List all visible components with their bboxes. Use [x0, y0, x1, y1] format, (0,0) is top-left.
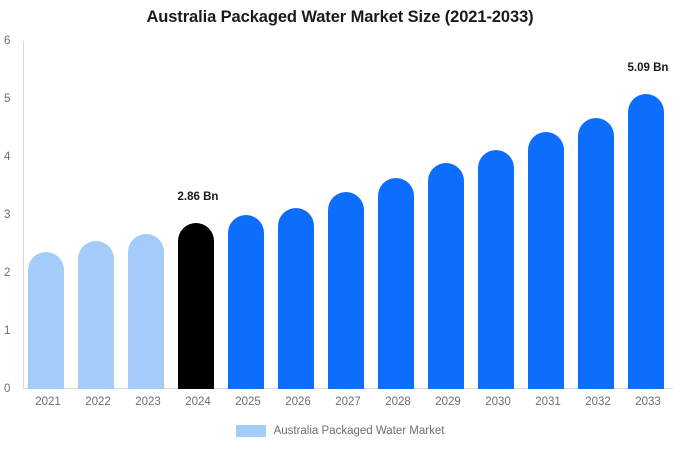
x-axis-ticks: 2021 2022 2023 2024 2025 2026 2027 2028 2029 2030… [23, 396, 673, 416]
x-axis-tick-label-2025: 2025 [235, 396, 261, 408]
y-axis-line [23, 41, 24, 389]
bar-slot [323, 41, 373, 389]
bar-slot [473, 41, 523, 389]
bar-slot [223, 41, 273, 389]
x-axis-tick-label-2027: 2027 [335, 396, 361, 408]
x-axis-tick-label-2022: 2022 [85, 396, 111, 408]
x-axis-tick-label-2023: 2023 [135, 396, 161, 408]
x-axis-tick-label-2030: 2030 [485, 396, 511, 408]
bar-2022[interactable] [78, 241, 114, 389]
bar-2029[interactable] [428, 162, 464, 389]
chart-legend: Australia Packaged Water Market [0, 425, 680, 437]
bar-value-label-2033: 5.09 Bn [627, 61, 669, 74]
x-axis-tick-label-2032: 2032 [585, 396, 611, 408]
bar-2033[interactable] [628, 93, 664, 389]
bar-2024[interactable] [178, 223, 214, 389]
bar-2025[interactable] [228, 215, 264, 389]
bar-slot: 5.09 Bn [623, 41, 673, 389]
bar-slot [523, 41, 573, 389]
x-axis-tick-label-2028: 2028 [385, 396, 411, 408]
legend-swatch [235, 425, 266, 437]
bar-slot [73, 41, 123, 389]
bar-slot [573, 41, 623, 389]
bar-2026[interactable] [278, 208, 314, 389]
bar-2032[interactable] [578, 118, 614, 389]
bar-2023[interactable] [128, 234, 164, 389]
bar-value-label-2024: 2.86 Bn [177, 191, 219, 204]
bar-slot [273, 41, 323, 389]
x-axis-tick-label-2024: 2024 [185, 396, 211, 408]
bar-slot: 2.86 Bn [173, 41, 223, 389]
y-axis-tick-label: 6 [4, 35, 11, 47]
bar-2021[interactable] [28, 252, 64, 389]
bar-slot [123, 41, 173, 389]
x-axis-tick-label-2031: 2031 [535, 396, 561, 408]
y-axis-tick-label: 2 [4, 267, 11, 279]
bar-2030[interactable] [478, 150, 514, 389]
chart-title: Australia Packaged Water Market Size (20… [146, 8, 534, 26]
bar-slot [373, 41, 423, 389]
x-axis-tick-label-2026: 2026 [285, 396, 311, 408]
x-axis-tick-label-2029: 2029 [435, 396, 461, 408]
x-axis-tick-label-2033: 2033 [635, 396, 661, 408]
bar-2031[interactable] [528, 132, 564, 389]
plot-area: 2.86 Bn 5.09 Bn [23, 41, 673, 389]
y-axis-tick-label: 1 [4, 325, 11, 337]
x-axis-tick-label-2021: 2021 [35, 396, 61, 408]
y-axis-tick-label: 0 [4, 383, 11, 395]
bar-2028[interactable] [378, 177, 414, 389]
bar-2027[interactable] [328, 191, 364, 389]
bar-slot [423, 41, 473, 389]
y-axis-tick-label: 5 [4, 93, 11, 105]
bar-slot [23, 41, 73, 389]
legend-label[interactable]: Australia Packaged Water Market [273, 425, 445, 437]
y-axis-tick-label: 4 [4, 151, 11, 163]
y-axis-tick-label: 3 [4, 209, 11, 221]
bars-layer: 2.86 Bn 5.09 Bn [23, 41, 673, 389]
